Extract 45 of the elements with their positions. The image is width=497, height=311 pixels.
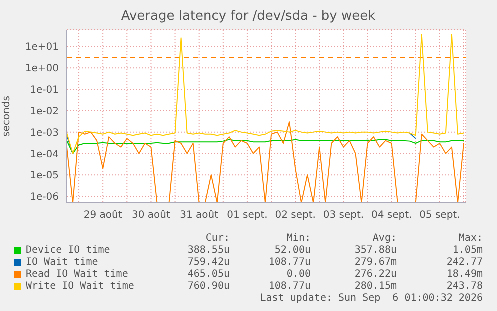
text: Avg: — [372, 233, 397, 244]
y-tick-label: 1e-03 — [30, 128, 59, 139]
x-tick-label: 30 août — [132, 210, 170, 222]
text: 280.15m — [354, 281, 397, 292]
text: 108.77u — [268, 281, 311, 292]
x-tick-label: 29 août — [84, 210, 122, 222]
text: Cur: — [206, 233, 230, 244]
text: 0.00 — [286, 269, 311, 280]
x-tick-label: 05 sept. — [420, 210, 460, 222]
legend-label: Device IO time — [26, 245, 110, 256]
text: 465.05u — [188, 269, 230, 280]
y-tick-label: 1e-05 — [30, 170, 59, 182]
line-series — [67, 34, 464, 154]
text: Last update: Sun Sep 6 01:00:32 2026 — [260, 293, 483, 304]
y-tick-label: 1e+01 — [25, 42, 59, 54]
y-tick-label: 1e-04 — [30, 149, 59, 160]
text: Min: — [286, 233, 311, 244]
text: 357.88u — [354, 245, 397, 256]
line-series — [67, 139, 464, 154]
y-tick-label: 1e+00 — [25, 64, 59, 75]
text: 18.49m — [446, 269, 483, 280]
text: 243.78 — [446, 281, 483, 292]
text: 52.00u — [274, 245, 311, 256]
legend-label: IO Wait time — [26, 257, 98, 268]
text: 242.77 — [446, 257, 483, 268]
text: 279.67m — [354, 257, 397, 268]
text: Max: — [458, 233, 483, 244]
x-tick-label: 01 sept. — [227, 210, 268, 222]
x-tick-label: 03 sept. — [323, 210, 364, 222]
x-tick-label: 31 août — [180, 210, 219, 222]
y-tick-label: 1e-01 — [30, 85, 59, 96]
x-tick-label: 02 sept. — [275, 210, 316, 222]
y-axis-title: seconds — [2, 96, 13, 137]
text: 760.90u — [188, 281, 230, 292]
x-tick-label: 04 sept. — [371, 210, 412, 222]
text: 759.42u — [188, 257, 230, 268]
text: 388.55u — [188, 245, 230, 256]
text: 108.77u — [268, 257, 311, 268]
y-tick-label: 1e-06 — [30, 192, 59, 204]
legend-label: Write IO Wait time — [26, 281, 134, 292]
text: 1.05m — [452, 245, 483, 256]
chart-title: Average latency for /dev/sda - by week — [120, 9, 377, 24]
y-tick-label: 1e-02 — [30, 106, 59, 118]
text: 276.22u — [354, 269, 397, 280]
legend-label: Read IO Wait time — [26, 269, 128, 280]
